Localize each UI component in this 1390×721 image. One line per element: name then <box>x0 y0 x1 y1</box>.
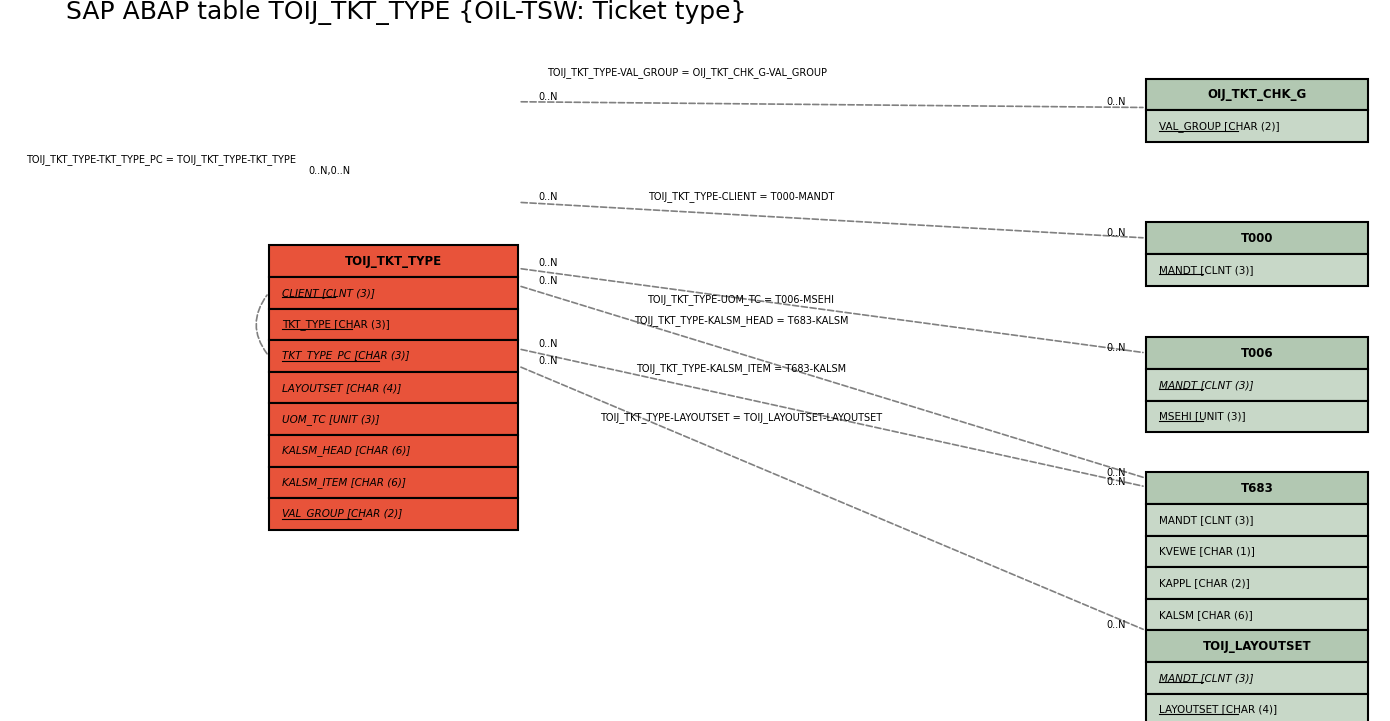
Text: VAL_GROUP [CHAR (2)]: VAL_GROUP [CHAR (2)] <box>282 508 403 520</box>
FancyBboxPatch shape <box>1145 79 1368 110</box>
FancyBboxPatch shape <box>268 340 518 372</box>
Text: LAYOUTSET [CHAR (4)]: LAYOUTSET [CHAR (4)] <box>282 383 402 393</box>
Text: TOIJ_TKT_TYPE-KALSM_HEAD = T683-KALSM: TOIJ_TKT_TYPE-KALSM_HEAD = T683-KALSM <box>634 314 848 326</box>
Text: MANDT [CLNT (3)]: MANDT [CLNT (3)] <box>1159 673 1254 683</box>
Text: OIJ_TKT_CHK_G: OIJ_TKT_CHK_G <box>1208 88 1307 101</box>
Text: 0..N: 0..N <box>539 258 559 268</box>
FancyBboxPatch shape <box>1145 662 1368 694</box>
Text: MANDT [CLNT (3)]: MANDT [CLNT (3)] <box>1159 265 1254 275</box>
Text: KAPPL [CHAR (2)]: KAPPL [CHAR (2)] <box>1159 578 1250 588</box>
Text: TOIJ_TKT_TYPE-TKT_TYPE_PC = TOIJ_TKT_TYPE-TKT_TYPE: TOIJ_TKT_TYPE-TKT_TYPE_PC = TOIJ_TKT_TYP… <box>26 154 296 164</box>
Text: T006: T006 <box>1241 347 1273 360</box>
FancyBboxPatch shape <box>268 309 518 340</box>
Text: 0..N: 0..N <box>1106 97 1126 107</box>
Text: T000: T000 <box>1241 231 1273 244</box>
Text: LAYOUTSET [CHAR (4)]: LAYOUTSET [CHAR (4)] <box>1159 704 1277 715</box>
FancyBboxPatch shape <box>1145 694 1368 721</box>
Text: 0..N: 0..N <box>539 356 559 366</box>
Text: KVEWE [CHAR (1)]: KVEWE [CHAR (1)] <box>1159 547 1255 557</box>
Text: SAP ABAP table TOIJ_TKT_TYPE {OIL-TSW: Ticket type}: SAP ABAP table TOIJ_TKT_TYPE {OIL-TSW: T… <box>67 0 746 25</box>
Text: 0..N: 0..N <box>539 275 559 286</box>
Text: TKT_TYPE_PC [CHAR (3)]: TKT_TYPE_PC [CHAR (3)] <box>282 350 410 361</box>
Text: 0..N: 0..N <box>1106 228 1126 238</box>
FancyBboxPatch shape <box>268 404 518 435</box>
Text: T683: T683 <box>1241 482 1273 495</box>
FancyBboxPatch shape <box>1145 254 1368 286</box>
Text: VAL_GROUP [CHAR (2)]: VAL_GROUP [CHAR (2)] <box>1159 120 1280 132</box>
Text: TOIJ_LAYOUTSET: TOIJ_LAYOUTSET <box>1202 640 1311 653</box>
FancyBboxPatch shape <box>1145 504 1368 536</box>
Text: TOIJ_TKT_TYPE-CLIENT = T000-MANDT: TOIJ_TKT_TYPE-CLIENT = T000-MANDT <box>648 191 834 202</box>
Text: KALSM_HEAD [CHAR (6)]: KALSM_HEAD [CHAR (6)] <box>282 446 410 456</box>
FancyBboxPatch shape <box>1145 337 1368 369</box>
Text: 0..N,0..N: 0..N,0..N <box>309 166 350 176</box>
FancyBboxPatch shape <box>268 466 518 498</box>
FancyBboxPatch shape <box>1145 567 1368 599</box>
FancyBboxPatch shape <box>268 245 518 277</box>
Text: 0..N: 0..N <box>1106 477 1126 487</box>
Text: 0..N: 0..N <box>1106 620 1126 630</box>
Text: TKT_TYPE [CHAR (3)]: TKT_TYPE [CHAR (3)] <box>282 319 391 330</box>
Text: 0..N: 0..N <box>539 339 559 349</box>
Text: TOIJ_TKT_TYPE-KALSM_ITEM = T683-KALSM: TOIJ_TKT_TYPE-KALSM_ITEM = T683-KALSM <box>637 363 847 374</box>
Text: KALSM_ITEM [CHAR (6)]: KALSM_ITEM [CHAR (6)] <box>282 477 406 488</box>
FancyBboxPatch shape <box>268 435 518 466</box>
Text: CLIENT [CLNT (3)]: CLIENT [CLNT (3)] <box>282 288 375 298</box>
FancyBboxPatch shape <box>1145 110 1368 142</box>
Text: TOIJ_TKT_TYPE-VAL_GROUP = OIJ_TKT_CHK_G-VAL_GROUP: TOIJ_TKT_TYPE-VAL_GROUP = OIJ_TKT_CHK_G-… <box>548 68 827 79</box>
FancyBboxPatch shape <box>268 277 518 309</box>
Text: 0..N: 0..N <box>539 193 559 203</box>
FancyBboxPatch shape <box>1145 472 1368 504</box>
Text: 0..N: 0..N <box>1106 468 1126 478</box>
Text: TOIJ_TKT_TYPE: TOIJ_TKT_TYPE <box>345 255 442 267</box>
FancyBboxPatch shape <box>1145 630 1368 662</box>
Text: MANDT [CLNT (3)]: MANDT [CLNT (3)] <box>1159 515 1254 525</box>
FancyBboxPatch shape <box>1145 222 1368 254</box>
Text: KALSM [CHAR (6)]: KALSM [CHAR (6)] <box>1159 609 1252 619</box>
Text: MSEHI [UNIT (3)]: MSEHI [UNIT (3)] <box>1159 412 1245 421</box>
FancyBboxPatch shape <box>268 498 518 530</box>
Text: TOIJ_TKT_TYPE-UOM_TC = T006-MSEHI: TOIJ_TKT_TYPE-UOM_TC = T006-MSEHI <box>648 295 834 306</box>
FancyBboxPatch shape <box>1145 536 1368 567</box>
FancyBboxPatch shape <box>1145 369 1368 401</box>
Text: TOIJ_TKT_TYPE-LAYOUTSET = TOIJ_LAYOUTSET-LAYOUTSET: TOIJ_TKT_TYPE-LAYOUTSET = TOIJ_LAYOUTSET… <box>600 412 883 423</box>
Text: 0..N: 0..N <box>539 92 559 102</box>
FancyBboxPatch shape <box>1145 599 1368 630</box>
Text: 0..N: 0..N <box>1106 343 1126 353</box>
FancyBboxPatch shape <box>268 372 518 404</box>
Text: UOM_TC [UNIT (3)]: UOM_TC [UNIT (3)] <box>282 414 379 425</box>
Text: MANDT [CLNT (3)]: MANDT [CLNT (3)] <box>1159 380 1254 390</box>
FancyBboxPatch shape <box>1145 401 1368 432</box>
